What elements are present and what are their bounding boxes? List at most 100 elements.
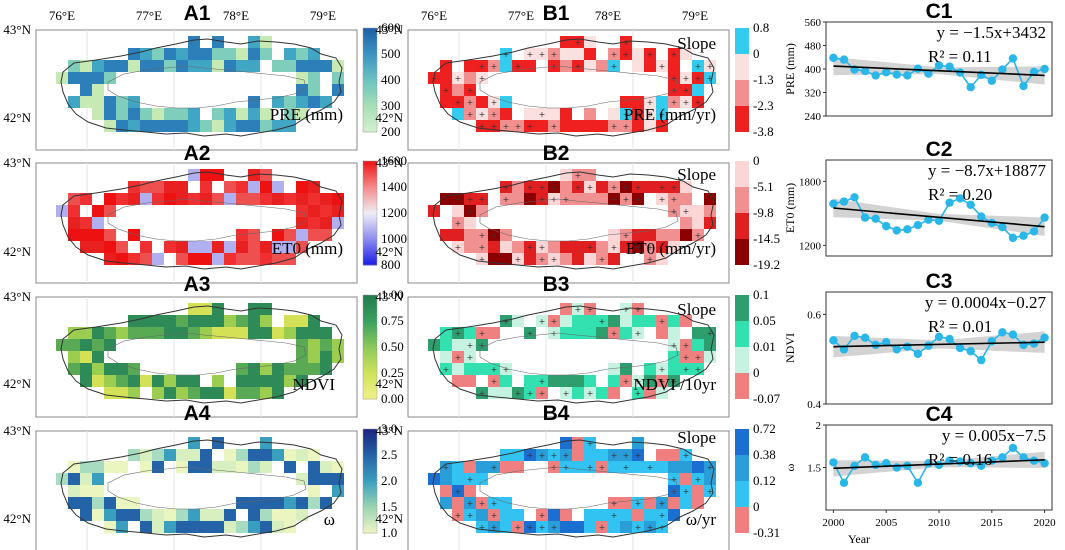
grid-cell <box>212 169 224 181</box>
grid-cell <box>632 461 644 473</box>
grid-cell <box>308 363 320 375</box>
grid-cell <box>92 96 104 108</box>
grid-cell <box>476 108 488 120</box>
grid-cell <box>296 205 308 217</box>
grid-cell <box>464 473 476 485</box>
grid-cell <box>644 241 656 253</box>
grid-cell <box>68 497 80 509</box>
legend-swatch <box>735 54 749 80</box>
grid-cell <box>524 241 536 253</box>
grid-cell <box>536 315 548 327</box>
grid-cell <box>92 241 104 253</box>
data-point <box>850 331 859 341</box>
grid-cell <box>560 327 572 339</box>
colorbar-tick: 500 <box>381 46 401 61</box>
y-tick-b2-42: 42°N <box>375 244 403 259</box>
grid-cell <box>560 509 572 521</box>
grid-cell <box>656 193 668 205</box>
y-axis-label: ω <box>783 463 797 471</box>
grid-cell <box>176 509 188 521</box>
grid-cell <box>488 375 500 387</box>
significance-mark: + <box>455 511 462 520</box>
grid-cell <box>452 461 464 473</box>
grid-cell <box>140 241 152 253</box>
data-point <box>1019 231 1028 240</box>
grid-cell <box>680 48 692 60</box>
grid-cell <box>296 497 308 509</box>
grid-cell <box>236 60 248 72</box>
significance-mark: + <box>659 62 666 71</box>
grid-cell <box>500 120 512 132</box>
significance-mark: + <box>707 487 714 496</box>
grid-cell <box>260 327 272 339</box>
grid-cell <box>572 181 584 193</box>
grid-cell <box>332 351 344 363</box>
grid-cell <box>536 48 548 60</box>
grid-cell <box>644 461 656 473</box>
grid-cell <box>680 473 692 485</box>
significance-mark: + <box>527 523 534 532</box>
grid-cell <box>308 217 320 229</box>
trend-line <box>833 459 1045 470</box>
grid-cell <box>104 339 116 351</box>
grid-cell <box>308 84 320 96</box>
trend-line <box>833 341 1045 348</box>
data-point <box>903 225 912 234</box>
grid-cell <box>164 509 176 521</box>
y-tick-b3-42: 42°N <box>375 376 403 391</box>
legend-swatch <box>735 507 749 533</box>
significance-mark: + <box>515 523 522 532</box>
grid-cells: + + + + + + + + + + + + + + + + + + + + + + + + + + + + + + + + + + + + + + + +… <box>428 36 716 132</box>
significance-mark: + <box>503 317 510 326</box>
panel-label-A4: A4 <box>184 402 211 425</box>
grid-cell <box>104 72 116 84</box>
significance-mark: + <box>623 195 630 204</box>
grid-cell <box>332 217 344 229</box>
grid-cell <box>152 193 164 205</box>
significance-mark: + <box>683 487 690 496</box>
grid-cell <box>104 205 116 217</box>
grid-cell <box>620 327 632 339</box>
grid-cell <box>212 303 224 315</box>
grid-cell <box>248 375 260 387</box>
grid-cell <box>620 449 632 461</box>
data-point <box>1008 54 1018 63</box>
significance-mark: + <box>491 523 498 532</box>
grid-cell <box>464 72 476 84</box>
grid-cell <box>296 48 308 60</box>
grid-cell <box>116 60 128 72</box>
significance-mark: + <box>455 74 462 83</box>
y-tick-b4-43: 43°N <box>375 423 403 438</box>
legend-swatch <box>735 28 749 54</box>
grid-cell <box>560 108 572 120</box>
grid-cell <box>536 108 548 120</box>
x-ticks-top-a: 76°E 77°E 78°E 79°E <box>49 8 336 23</box>
y-tick-b1-42: 42°N <box>375 110 403 125</box>
significance-mark: + <box>491 499 498 508</box>
grid-cell <box>140 60 152 72</box>
grid-cell <box>692 205 704 217</box>
grid-cell <box>92 84 104 96</box>
grid-cell <box>104 60 116 72</box>
panel-label-B2: B2 <box>543 142 570 165</box>
r-squared: R² = 0.20 <box>928 185 992 204</box>
grid-cell <box>560 60 572 72</box>
grid-cell <box>572 437 584 449</box>
significance-mark: + <box>527 243 534 252</box>
legend-B1: 0.8 0 -1.3 -2.3 -3.8 <box>735 20 774 139</box>
colorbar-segment <box>363 80 377 107</box>
data-point <box>945 62 954 71</box>
grid-cell <box>200 521 212 533</box>
grid-cell <box>128 509 140 521</box>
grid-cell <box>284 96 296 108</box>
data-point <box>977 461 986 470</box>
grid-cell <box>68 229 80 241</box>
grid-cell <box>296 60 308 72</box>
significance-mark: + <box>551 317 558 326</box>
grid-cell <box>680 497 692 509</box>
grid-cell <box>128 48 140 60</box>
grid-cell <box>92 461 104 473</box>
grid-cell <box>500 60 512 72</box>
colorbar-segment <box>363 481 377 508</box>
grid-cell <box>680 193 692 205</box>
